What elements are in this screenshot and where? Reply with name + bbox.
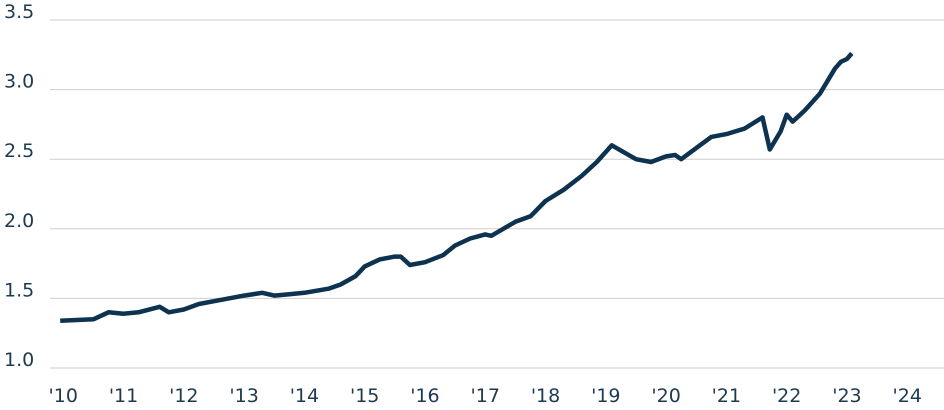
y-tick-label: 3.5 xyxy=(4,1,34,23)
x-tick-label: '24 xyxy=(893,385,922,407)
x-tick-label: '11 xyxy=(109,385,138,407)
y-tick-label: 1.5 xyxy=(4,279,34,301)
x-tick-label: '21 xyxy=(712,385,741,407)
x-tick-label: '22 xyxy=(772,385,801,407)
x-tick-label: '20 xyxy=(651,385,680,407)
x-tick-label: '12 xyxy=(169,385,198,407)
y-tick-label: 2.0 xyxy=(4,210,34,232)
x-tick-label: '15 xyxy=(350,385,379,407)
x-tick-label: '13 xyxy=(229,385,258,407)
x-tick-label: '14 xyxy=(290,385,319,407)
y-tick-label: 2.5 xyxy=(4,140,34,162)
line xyxy=(60,51,854,323)
y-tick-label: 3.0 xyxy=(4,71,34,93)
x-tick-label: '17 xyxy=(471,385,500,407)
x-tick-label: '19 xyxy=(591,385,620,407)
y-tick-label: 1.0 xyxy=(4,349,34,371)
x-tick-label: '18 xyxy=(531,385,560,407)
x-tick-label: '23 xyxy=(832,385,861,407)
x-tick-label: '10 xyxy=(49,385,78,407)
x-tick-label: '16 xyxy=(410,385,439,407)
